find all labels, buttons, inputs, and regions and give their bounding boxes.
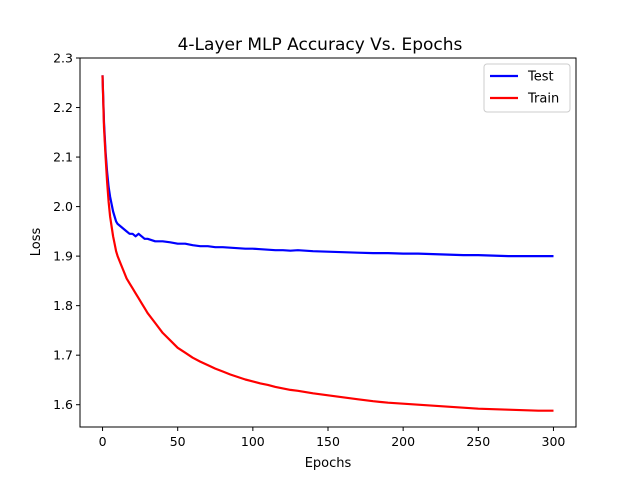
x-tick-label: 300: [542, 434, 566, 449]
series-line-train: [101, 75, 554, 412]
y-tick-label: 2.0: [53, 199, 73, 214]
legend-label-test: Test: [527, 70, 554, 85]
x-tick-label: 250: [466, 434, 490, 449]
x-axis-label: Epochs: [305, 456, 352, 471]
y-axis: 1.6 1.7 1.8 1.9 2.0 2.1 2.2 2.3: [53, 51, 80, 412]
chart-title: 4-Layer MLP Accuracy Vs. Epochs: [178, 35, 463, 55]
y-tick-label: 2.2: [53, 100, 73, 115]
y-tick-label: 1.6: [53, 397, 73, 412]
series-line-test: [101, 75, 554, 258]
x-tick-label: 150: [316, 434, 340, 449]
x-tick-label: 200: [391, 434, 415, 449]
y-tick-label: 1.8: [53, 298, 73, 313]
y-axis-label: Loss: [29, 228, 44, 257]
x-tick-label: 50: [170, 434, 186, 449]
y-tick-label: 2.1: [53, 150, 73, 165]
legend: Test Train: [483, 63, 571, 113]
plot-area: [101, 75, 554, 412]
plot-frame: [79, 57, 577, 428]
y-tick-label: 1.7: [53, 348, 73, 363]
y-tick-label: 1.9: [53, 249, 73, 264]
x-axis: 0 50 100 150 200 250 300: [99, 427, 566, 449]
y-tick-label: 2.3: [53, 51, 73, 66]
legend-label-train: Train: [527, 92, 559, 107]
x-tick-label: 0: [99, 434, 107, 449]
x-tick-label: 100: [241, 434, 265, 449]
